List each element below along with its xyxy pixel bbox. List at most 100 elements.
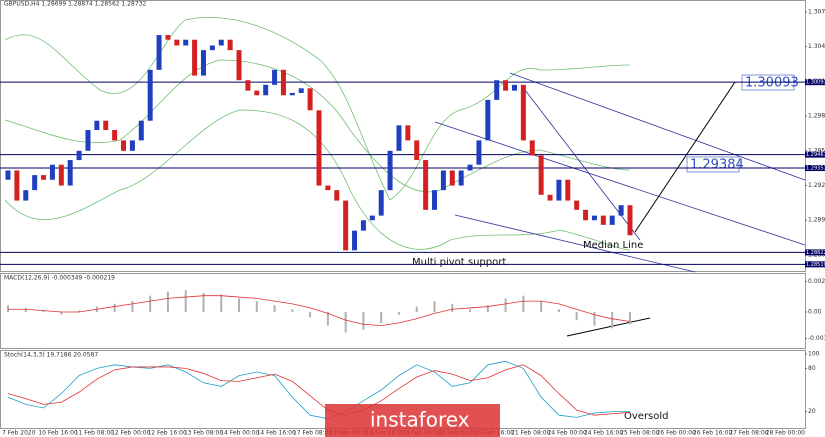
candle xyxy=(32,175,38,191)
candle xyxy=(325,185,331,191)
macd-bar xyxy=(7,305,9,312)
candle xyxy=(280,69,286,96)
candle xyxy=(556,179,562,201)
candle xyxy=(263,84,269,96)
x-tick-label: 12 Feb 16:00 xyxy=(147,430,187,437)
x-tick-label: 14 Feb 16:00 xyxy=(257,430,297,437)
candle xyxy=(236,50,242,81)
candle xyxy=(218,39,224,46)
candle xyxy=(245,80,251,91)
candle xyxy=(467,164,473,171)
y-tick-label: 0.00 xyxy=(808,309,822,316)
candle xyxy=(192,39,198,76)
macd-bar xyxy=(611,312,614,329)
candle xyxy=(67,160,73,186)
chart-title: GBPUSD,H4 1.28699 1.28874 1.28562 1.2873… xyxy=(4,1,146,8)
candle xyxy=(307,88,313,111)
macd-bar xyxy=(220,294,223,312)
median-label: Median Line xyxy=(583,240,643,251)
x-tick-label: 26 Feb 00:00 xyxy=(657,430,697,437)
candle xyxy=(432,190,438,210)
candle xyxy=(378,190,384,216)
level-label: 1.30093 xyxy=(806,80,825,86)
macd-bar xyxy=(380,312,383,323)
candle xyxy=(343,200,349,251)
x-tick-label: 14 Feb 00:00 xyxy=(220,430,260,437)
macd-bar xyxy=(344,312,347,333)
candle xyxy=(23,190,29,201)
macd-bar xyxy=(469,309,472,312)
candle xyxy=(103,120,109,130)
candle xyxy=(627,205,633,236)
candle xyxy=(156,35,162,70)
candle xyxy=(14,170,20,201)
y-tick-label: 1.29200 xyxy=(808,182,825,189)
candle xyxy=(503,80,509,91)
watermark: instaforex xyxy=(370,408,470,432)
macd-bar xyxy=(149,295,152,312)
candle xyxy=(494,80,500,100)
stoch-main xyxy=(7,360,630,420)
x-tick-label: 12 Feb 00:00 xyxy=(111,430,151,437)
macd-bar xyxy=(629,312,631,325)
candle xyxy=(316,110,322,186)
level-tag xyxy=(805,79,825,86)
x-tick-label: 24 Feb 00:00 xyxy=(547,430,587,437)
y-tick-label: 0.002259 xyxy=(808,278,825,285)
macd-bar xyxy=(415,306,418,312)
candle xyxy=(334,190,340,201)
y-tick-label: 1.30400 xyxy=(808,43,825,50)
candle xyxy=(94,120,100,130)
macd-bar xyxy=(593,312,596,326)
candle xyxy=(591,215,597,221)
level-tag xyxy=(805,165,825,172)
candle xyxy=(129,140,135,151)
oversold-label: Oversold xyxy=(624,411,669,422)
y-tick-label: 1.30700 xyxy=(808,8,825,15)
candle xyxy=(583,209,589,221)
macd-bar xyxy=(522,295,525,312)
candle xyxy=(58,164,64,186)
candle xyxy=(85,129,91,151)
candle xyxy=(600,215,606,225)
macd-bar xyxy=(24,307,27,312)
y-tick-label: 100 xyxy=(808,351,820,358)
candle xyxy=(396,125,402,151)
macd-bar xyxy=(433,301,436,312)
candle xyxy=(174,39,180,46)
watermark-bg xyxy=(325,404,500,437)
macd-bar xyxy=(362,312,365,330)
macd-bar xyxy=(78,310,81,312)
candle xyxy=(5,170,11,180)
candle xyxy=(565,179,571,201)
x-tick-label: 17 Feb 08:00 xyxy=(293,430,333,437)
level-label: 1.28519 xyxy=(806,262,825,268)
macd-signal xyxy=(8,295,631,327)
macd-bar xyxy=(291,309,294,312)
macd-bar xyxy=(540,301,543,312)
macd-bar xyxy=(113,303,116,312)
y-tick-label: 1.29500 xyxy=(808,147,825,154)
level-label: 1.28622 xyxy=(806,250,825,256)
macd-bar xyxy=(166,291,169,312)
candle xyxy=(449,170,455,186)
stoch-signal xyxy=(7,364,631,416)
target-label: 1.29384 xyxy=(690,158,744,173)
candle xyxy=(76,150,82,161)
candle xyxy=(360,220,366,231)
x-tick-label: 25 Feb 08:00 xyxy=(620,430,660,437)
macd-bar xyxy=(575,312,578,321)
candle xyxy=(538,155,544,195)
candle xyxy=(41,175,47,180)
macd-bar xyxy=(255,301,258,312)
macd-title: MACD(12,26,9) -0.000349 -0.000219 xyxy=(4,275,115,282)
x-tick-label: 13 Feb 08:00 xyxy=(184,430,224,437)
macd-bar xyxy=(326,312,329,326)
x-tick-label: 21 Feb 08:00 xyxy=(511,430,551,437)
candle xyxy=(405,125,411,141)
y-tick-label: -0.001960 xyxy=(808,335,825,342)
candle xyxy=(227,39,233,51)
macd-panel xyxy=(0,273,806,349)
level-tag xyxy=(805,151,825,158)
